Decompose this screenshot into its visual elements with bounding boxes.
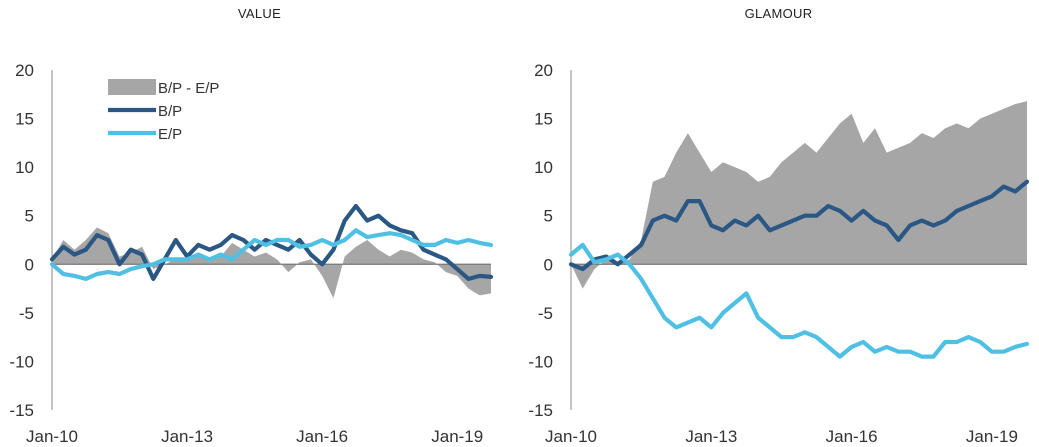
line-series-ep [568, 242, 1030, 359]
legend-label: E/P [158, 126, 182, 143]
area-series-bp-minus-ep [571, 101, 1027, 289]
legend-label: B/P [158, 103, 182, 120]
y-tick-label: 20 [534, 61, 553, 80]
y-tick-label: -15 [528, 401, 553, 420]
y-tick-label: 0 [544, 255, 553, 274]
y-tick-label: -15 [9, 401, 34, 420]
x-tick-label: Jan-16 [296, 427, 348, 446]
value-chart: VALUE -15 -10 -5 0 5 10 15 20 Jan-10 Jan-13 Jan-16… [0, 0, 519, 447]
y-tick-label: -5 [538, 304, 553, 323]
y-tick-label: 10 [534, 158, 553, 177]
y-tick-label: 20 [15, 61, 34, 80]
x-tick-label: Jan-13 [161, 427, 213, 446]
y-tick-label: 5 [544, 207, 553, 226]
y-tick-label: -10 [9, 352, 34, 371]
glamour-plot: -15 -10 -5 0 5 10 15 20 Jan-10 Jan-13 Jan-16 Jan-19 [528, 61, 1030, 446]
y-tick-label: 15 [15, 110, 34, 129]
legend-swatch-area [108, 79, 156, 95]
line-series-bp [568, 179, 1030, 272]
x-tick-label: Jan-13 [685, 427, 737, 446]
y-tick-label: 10 [15, 158, 34, 177]
x-tick-label: Jan-10 [26, 427, 78, 446]
chart-title-value: VALUE [237, 6, 282, 21]
chart-title-glamour: GLAMOUR [744, 6, 813, 21]
y-tick-label: 0 [25, 255, 34, 274]
area-series-bp-minus-ep [52, 227, 491, 299]
x-tick-label: Jan-16 [826, 427, 878, 446]
y-tick-label: -5 [19, 304, 34, 323]
value-plot: -15 -10 -5 0 5 10 15 20 Jan-10 Jan-13 Jan-16 Jan-19… [9, 61, 494, 446]
x-tick-label: Jan-19 [431, 427, 483, 446]
y-tick-label: 15 [534, 110, 553, 129]
x-tick-label: Jan-19 [966, 427, 1018, 446]
legend-label: B/P - E/P [158, 80, 219, 97]
y-tick-label: -10 [528, 352, 553, 371]
glamour-chart: GLAMOUR -15 -10 -5 0 5 10 15 20 Jan-10 Jan-13 Jan-… [519, 0, 1038, 447]
x-tick-label: Jan-10 [545, 427, 597, 446]
line-series-ep [49, 228, 494, 281]
y-tick-label: 5 [25, 207, 34, 226]
